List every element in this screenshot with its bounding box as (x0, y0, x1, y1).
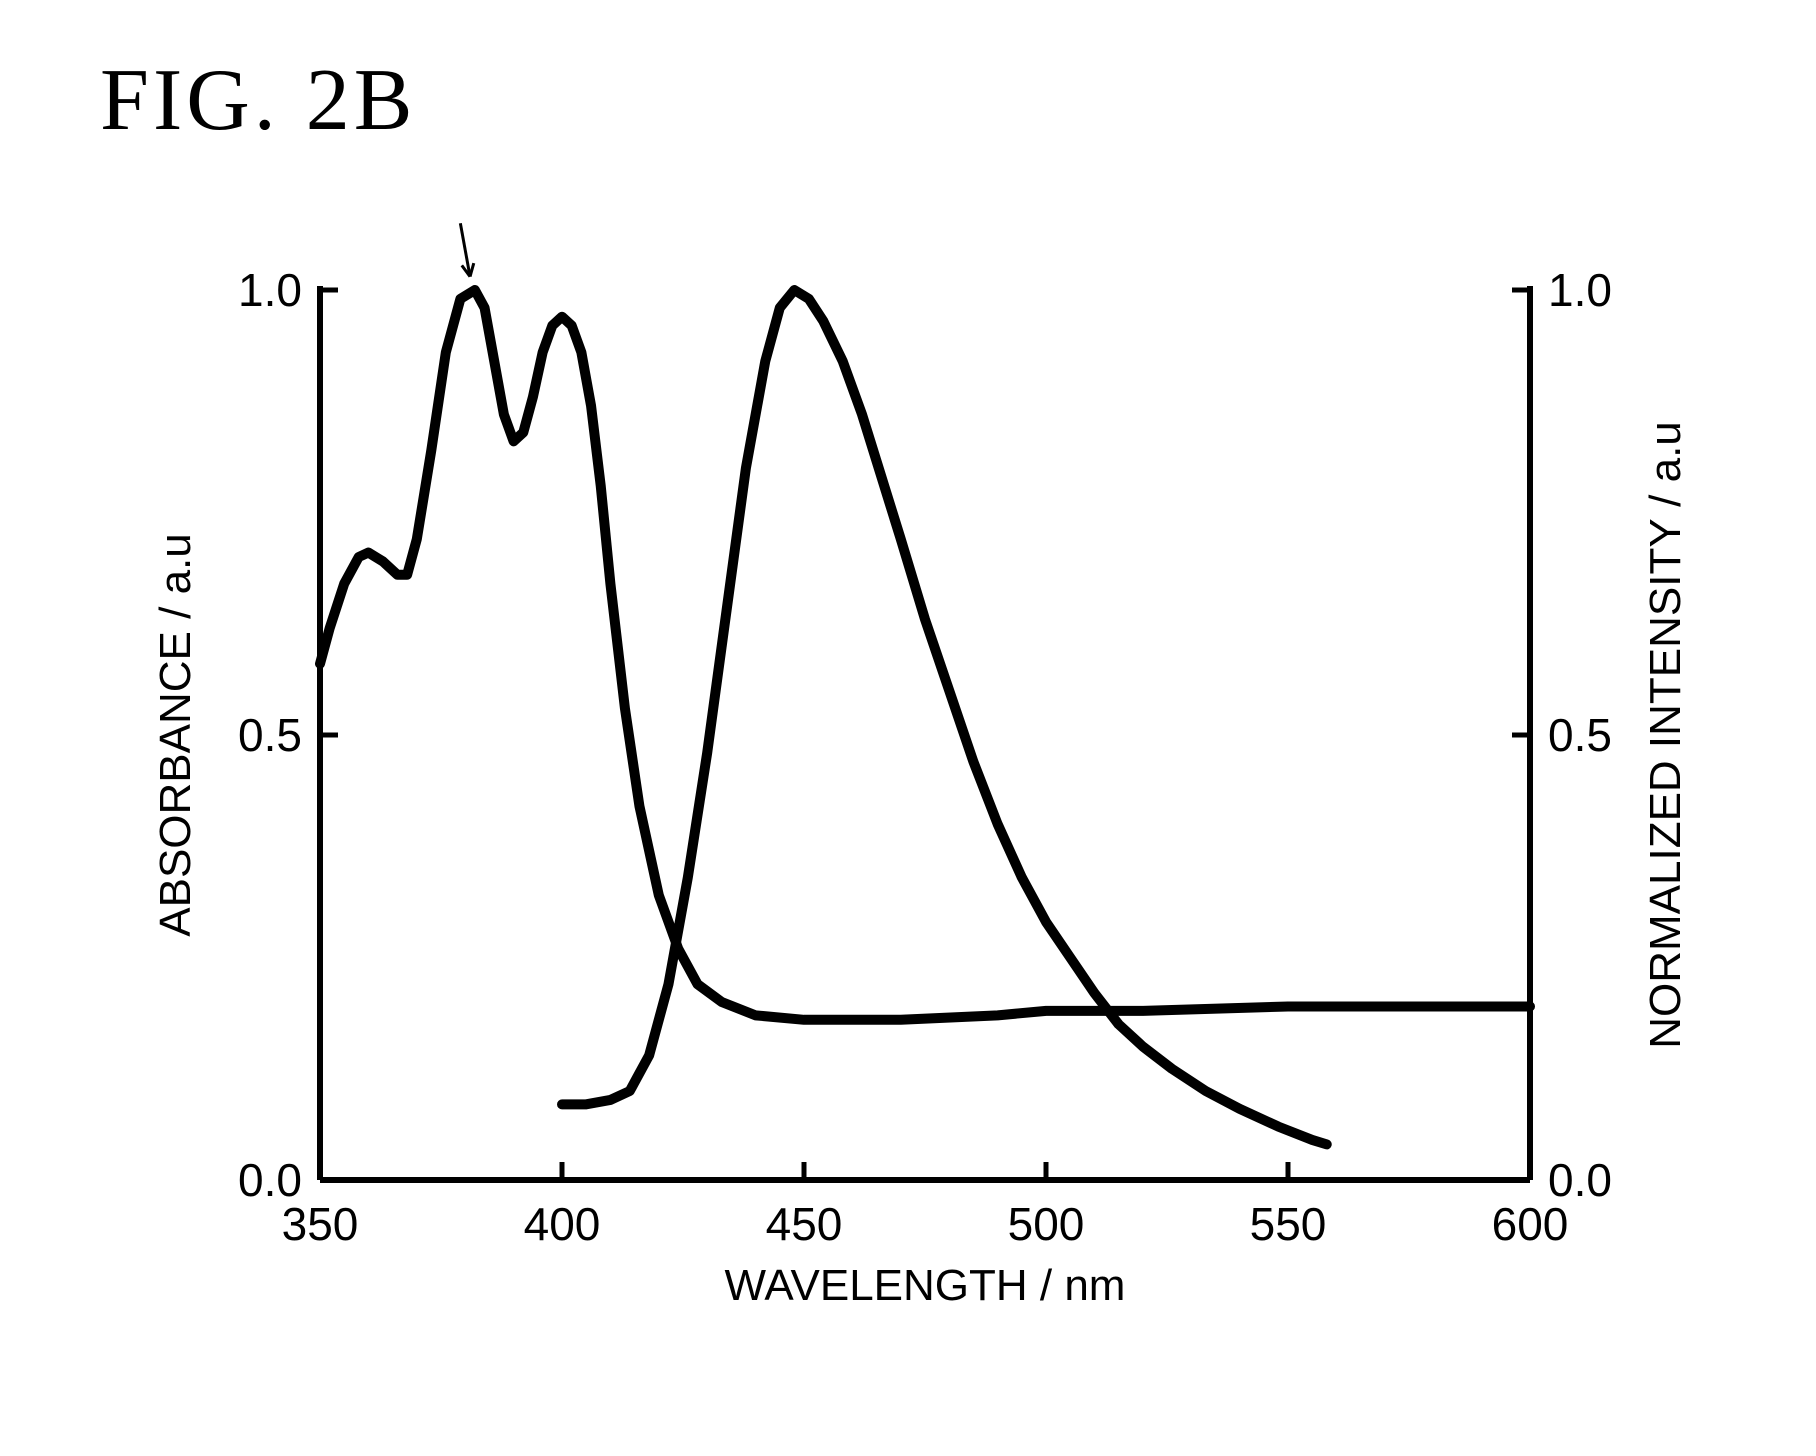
x-tick-label: 400 (524, 1198, 601, 1250)
peak-label-382: 382nm (385, 190, 526, 193)
y-right-tick-label: 0.0 (1548, 1154, 1612, 1206)
y-left-tick-label: 1.0 (238, 264, 302, 316)
absorbance-curve (320, 290, 1530, 1020)
y-right-tick-label: 1.0 (1548, 264, 1612, 316)
figure-title: FIG. 2B (100, 50, 417, 151)
plot-area: 3504004505005506000.00.51.00.00.51.0382n… (60, 190, 1800, 1390)
x-tick-label: 550 (1250, 1198, 1327, 1250)
y-left-tick-label: 0.5 (238, 709, 302, 761)
x-axis-title: WAVELENGTH / nm (725, 1261, 1126, 1310)
y-right-axis-title: NORMALIZED INTENSITY / a.u (1641, 421, 1690, 1049)
y-right-tick-label: 0.5 (1548, 709, 1612, 761)
spectrum-chart: 3504004505005506000.00.51.00.00.51.0382n… (60, 190, 1800, 1390)
y-left-axis-title: ABSORBANCE / a.u (151, 533, 200, 936)
x-tick-label: 500 (1008, 1198, 1085, 1250)
y-left-tick-label: 0.0 (238, 1154, 302, 1206)
figure-container: FIG. 2B 3504004505005506000.00.51.00.00.… (0, 0, 1816, 1456)
x-tick-label: 450 (766, 1198, 843, 1250)
